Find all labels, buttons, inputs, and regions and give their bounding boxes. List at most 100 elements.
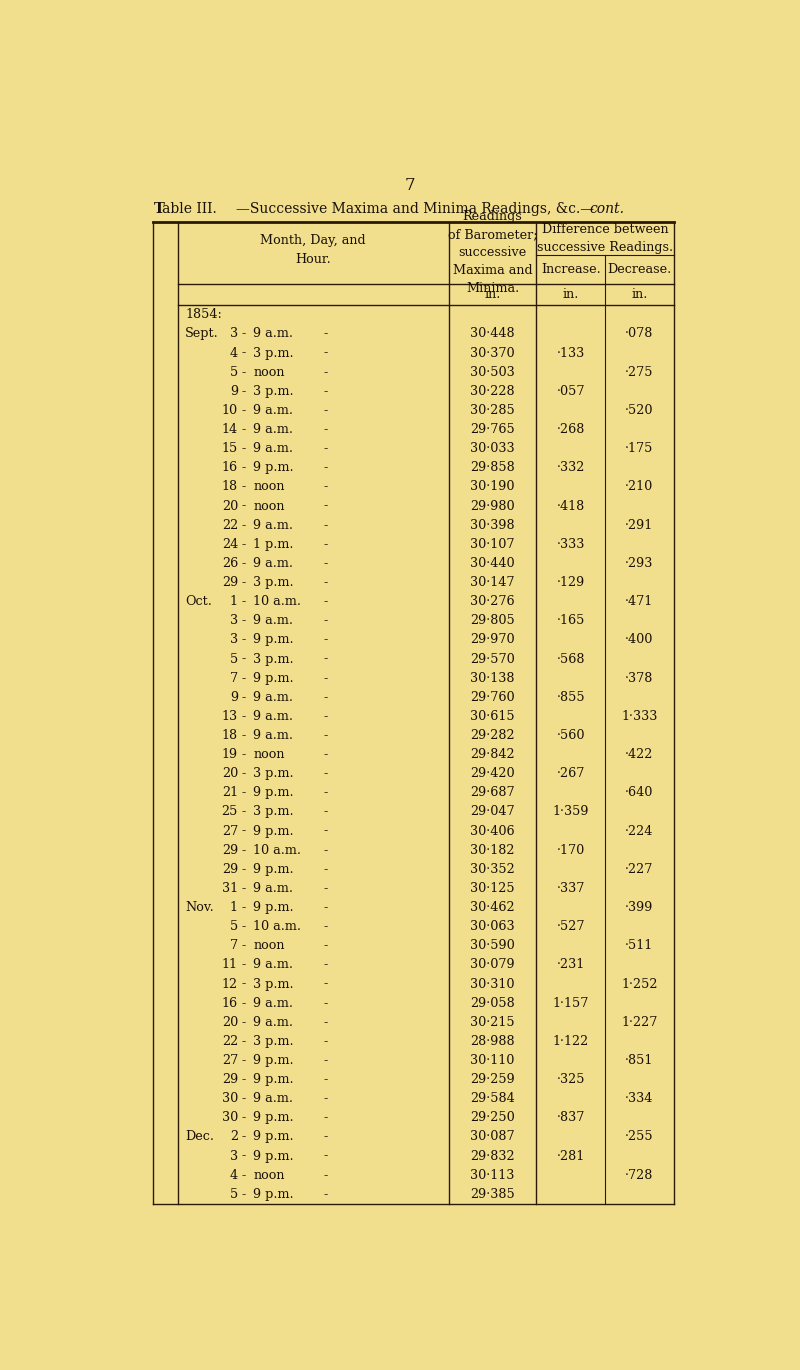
Text: 7: 7 [230, 671, 238, 685]
Text: -: - [241, 996, 246, 1010]
Text: -: - [241, 481, 246, 493]
Text: 9 p.m.: 9 p.m. [254, 633, 294, 647]
Text: 1·333: 1·333 [622, 710, 658, 723]
Text: 30·033: 30·033 [470, 443, 515, 455]
Text: 27: 27 [222, 825, 238, 837]
Text: -: - [241, 575, 246, 589]
Text: 29·980: 29·980 [470, 500, 515, 512]
Text: ·231: ·231 [557, 959, 585, 971]
Text: 29·858: 29·858 [470, 462, 515, 474]
Text: 14: 14 [222, 423, 238, 436]
Text: 7: 7 [405, 178, 415, 195]
Text: -: - [323, 825, 327, 837]
Text: -: - [323, 614, 327, 627]
Text: 9 p.m.: 9 p.m. [254, 462, 294, 474]
Text: -: - [241, 595, 246, 608]
Text: noon: noon [254, 1169, 285, 1182]
Text: 3: 3 [230, 1149, 238, 1163]
Text: -: - [323, 940, 327, 952]
Text: -: - [323, 806, 327, 818]
Text: -: - [323, 978, 327, 991]
Text: -: - [241, 863, 246, 875]
Text: able III.: able III. [162, 201, 217, 216]
Text: 29·970: 29·970 [470, 633, 515, 647]
Text: ·325: ·325 [557, 1073, 585, 1086]
Text: noon: noon [254, 481, 285, 493]
Text: -: - [323, 921, 327, 933]
Text: 30·310: 30·310 [470, 978, 514, 991]
Text: 9 a.m.: 9 a.m. [254, 1015, 294, 1029]
Text: ·224: ·224 [626, 825, 654, 837]
Text: -: - [323, 633, 327, 647]
Text: 29·842: 29·842 [470, 748, 515, 762]
Text: -: - [323, 786, 327, 799]
Text: 4: 4 [230, 347, 238, 359]
Text: ·210: ·210 [626, 481, 654, 493]
Text: 9 a.m.: 9 a.m. [254, 690, 294, 704]
Text: ·291: ·291 [626, 519, 654, 532]
Text: 29·570: 29·570 [470, 652, 515, 666]
Text: -: - [323, 1169, 327, 1182]
Text: 9 a.m.: 9 a.m. [254, 327, 294, 341]
Text: 3 p.m.: 3 p.m. [254, 767, 294, 781]
Text: 18: 18 [222, 729, 238, 743]
Text: -: - [241, 443, 246, 455]
Text: -: - [323, 1092, 327, 1106]
Text: in.: in. [484, 288, 501, 301]
Text: -: - [323, 538, 327, 551]
Text: 24: 24 [222, 538, 238, 551]
Text: noon: noon [254, 500, 285, 512]
Text: 5: 5 [230, 1188, 238, 1201]
Text: ·057: ·057 [557, 385, 585, 397]
Text: 16: 16 [222, 462, 238, 474]
Text: 29·760: 29·760 [470, 690, 515, 704]
Text: -: - [323, 575, 327, 589]
Text: -: - [323, 481, 327, 493]
Text: ·399: ·399 [626, 901, 654, 914]
Text: noon: noon [254, 748, 285, 762]
Text: 3: 3 [230, 614, 238, 627]
Text: -: - [241, 404, 246, 416]
Text: 9 p.m.: 9 p.m. [254, 1149, 294, 1163]
Text: 5: 5 [230, 652, 238, 666]
Text: ·255: ·255 [625, 1130, 654, 1144]
Text: 30·352: 30·352 [470, 863, 515, 875]
Text: ·268: ·268 [557, 423, 585, 436]
Text: 15: 15 [222, 443, 238, 455]
Text: 1 p.m.: 1 p.m. [254, 538, 294, 551]
Text: -: - [323, 500, 327, 512]
Text: 26: 26 [222, 558, 238, 570]
Text: Increase.: Increase. [541, 263, 601, 275]
Text: ·170: ·170 [557, 844, 585, 856]
Text: -: - [241, 671, 246, 685]
Text: -: - [323, 1130, 327, 1144]
Text: ·293: ·293 [626, 558, 654, 570]
Text: 9: 9 [230, 385, 238, 397]
Text: 3 p.m.: 3 p.m. [254, 978, 294, 991]
Text: -: - [241, 558, 246, 570]
Text: -: - [241, 1034, 246, 1048]
Text: 21: 21 [222, 786, 238, 799]
Text: -: - [323, 404, 327, 416]
Text: ·422: ·422 [626, 748, 654, 762]
Text: -: - [241, 940, 246, 952]
Text: 29·420: 29·420 [470, 767, 515, 781]
Text: 19: 19 [222, 748, 238, 762]
Text: noon: noon [254, 366, 285, 378]
Text: 30·215: 30·215 [470, 1015, 515, 1029]
Text: 30: 30 [222, 1092, 238, 1106]
Text: -: - [323, 1034, 327, 1048]
Text: -: - [323, 347, 327, 359]
Text: 30·590: 30·590 [470, 940, 515, 952]
Text: T: T [154, 201, 165, 216]
Text: 29·805: 29·805 [470, 614, 515, 627]
Text: 9 a.m.: 9 a.m. [254, 423, 294, 436]
Text: -: - [241, 959, 246, 971]
Text: -: - [241, 1073, 246, 1086]
Text: Decrease.: Decrease. [607, 263, 671, 275]
Text: -: - [323, 327, 327, 341]
Text: -: - [241, 748, 246, 762]
Text: Sept.: Sept. [186, 327, 219, 341]
Text: 3: 3 [230, 327, 238, 341]
Text: 29·047: 29·047 [470, 806, 515, 818]
